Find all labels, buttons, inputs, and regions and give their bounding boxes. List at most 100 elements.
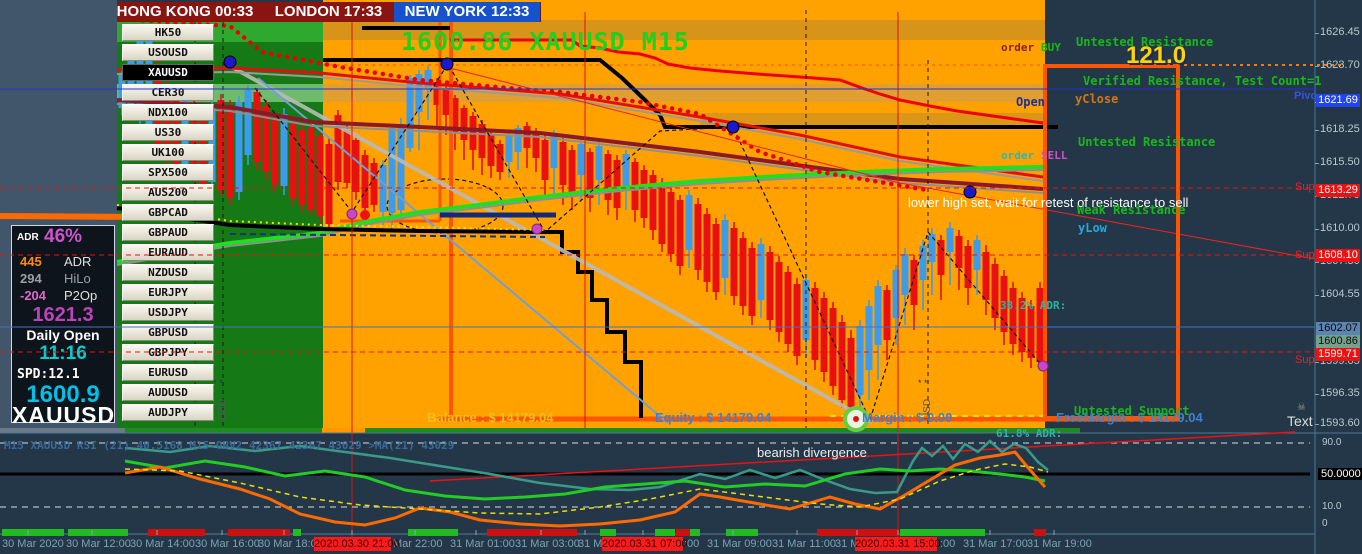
symbol-button-gbpusd[interactable]: GBPUSD	[122, 324, 214, 341]
price-tick-mark	[1315, 362, 1319, 363]
daily-open-label: Daily Open	[26, 327, 100, 343]
chart-label-sup: Sup	[1295, 249, 1315, 261]
current-price: 1600.9	[26, 381, 100, 408]
adr-percent: 46%	[44, 226, 83, 247]
time-label: 30 Mar 2020	[2, 538, 64, 550]
price-badge: 1613.29	[1316, 184, 1360, 197]
time-label: 30 Mar 14:00	[130, 538, 195, 550]
price-tick-mark	[1315, 295, 1319, 296]
symbol-button-uk100[interactable]: UK100	[122, 144, 214, 161]
chart-label-balance-14179-04: Balance : $ 14179.04	[427, 410, 554, 425]
clock-new-york: NEW YORK 12:33	[394, 2, 541, 22]
price-tick: 1596.35	[1320, 387, 1360, 399]
chart-label-pivo: Pivo	[1294, 90, 1318, 102]
symbol-button-aus200[interactable]: AUS200	[122, 184, 214, 201]
time-badge: 2020.03.30 21:00	[314, 537, 400, 551]
adr-level: 1621.3	[32, 304, 94, 326]
chart-label-bearish-divergence: bearish divergence	[757, 445, 867, 460]
daily-open-time: 11:16	[39, 343, 87, 364]
chart-label-121-0: 121.0	[1126, 42, 1187, 69]
panel-symbol: XAUUSD	[12, 402, 116, 428]
chart-label-usd: USD	[922, 398, 933, 420]
indicator-label: M15 XAUUSD RSI (21) 40.5168 M15-OBV2 423…	[4, 439, 455, 452]
adr-small-label: ADR	[17, 232, 39, 243]
adr-row-key: ADR	[64, 254, 92, 269]
chart-label-equity-14179-04: Equity : $ 14179.04	[655, 410, 772, 425]
chart-label-text: Text	[1287, 413, 1313, 429]
symbol-button-gbpaud[interactable]: GBPAUD	[122, 224, 214, 241]
symbol-button-ndx100[interactable]: NDX100	[122, 104, 214, 121]
price-badge: 1602.07	[1316, 322, 1360, 335]
price-tick: 1610.00	[1320, 222, 1360, 234]
chart-label-open: Open	[1016, 95, 1045, 109]
time-label: 31 Mar 09:00	[707, 538, 772, 550]
time-label: 31 Mar 17:00	[963, 538, 1028, 550]
indicator-level-label: 90.0	[1322, 437, 1342, 448]
time-label: :00	[940, 538, 956, 550]
price-tick: 1593.60	[1320, 417, 1360, 429]
time-label: 31 Mar 11:00	[772, 538, 837, 550]
time-label: 31 Mar 01:00	[450, 538, 515, 550]
chart-label-: ☠	[1297, 402, 1306, 413]
symbol-button-gbpcad[interactable]: GBPCAD	[122, 204, 214, 221]
symbol-button-audjpy[interactable]: AUDJPY	[122, 404, 214, 421]
symbol-button-xauusd[interactable]: XAUUSD	[122, 64, 214, 81]
time-badge: 2020.03.31 07:00	[602, 537, 688, 551]
chart-label-yclose: yClose	[1075, 92, 1119, 106]
chart-label-untested-resistance: Untested Resistance	[1078, 135, 1216, 149]
chart-label-ylow: yLow	[1078, 221, 1107, 235]
chart-label-sell: SELL	[1041, 149, 1068, 162]
indicator-level-label: 10.0	[1322, 501, 1342, 512]
chart-label-38-2-adr: 38.2% ADR:	[1000, 299, 1067, 312]
spread-value: SPD:12.1	[17, 367, 80, 382]
price-badge: 1599.71	[1316, 348, 1360, 361]
chart-label-61-8-adr: 61.8% ADR:	[996, 427, 1063, 440]
symbol-button-spx500[interactable]: SPX500	[122, 164, 214, 181]
chart-label-weak-resistance: Weak Resistance	[1077, 203, 1186, 217]
price-tick-mark	[1315, 163, 1319, 164]
price-tick-mark	[1315, 262, 1319, 263]
symbol-button-eurjpy[interactable]: EURJPY	[122, 284, 214, 301]
price-tick: 1618.25	[1320, 123, 1360, 135]
adr-panel: ADR 46% 445 ADR 294 HiLo -204 P2Op 1621.3 Dai…	[11, 225, 115, 428]
symbol-button-audusd[interactable]: AUDUSD	[122, 384, 214, 401]
symbol-button-hk50[interactable]: HK50	[122, 24, 214, 41]
price-badge: 1600.86	[1316, 335, 1360, 348]
chart-title: 1600.86 XAUUSD M15	[401, 27, 690, 56]
chart-label-verified-resistance-test-count-1: Verified Resistance, Test Count=1	[1083, 74, 1322, 88]
adr-row-key: HiLo	[64, 271, 91, 286]
chart-label-order: order	[1001, 41, 1035, 54]
indicator-50-level: 50.0000	[1318, 468, 1362, 480]
chart-label-usd: USD	[217, 398, 228, 420]
chart-label-order: order	[1001, 149, 1035, 162]
symbol-button-eurusd[interactable]: EURUSD	[122, 364, 214, 381]
time-label: 30 Mar 12:00	[66, 538, 131, 550]
indicator-level-label: 0	[1322, 518, 1328, 529]
time-label: 30 Mar 16:00	[195, 538, 260, 550]
price-tick-mark	[1315, 66, 1319, 67]
chart-label-buy: BUY	[1041, 41, 1061, 54]
symbol-button-usousd[interactable]: USOUSD	[122, 44, 214, 61]
time-label: 31 Mar 19:00	[1027, 538, 1092, 550]
symbol-button-cer30[interactable]: CER30	[122, 84, 214, 101]
price-tick: 1623.70	[1320, 59, 1360, 71]
chart-label-untested-support: Untested Support	[1074, 404, 1190, 418]
adr-row-key: P2Op	[64, 288, 98, 303]
price-tick: 1615.50	[1320, 156, 1360, 168]
adr-row-value: -204	[20, 288, 47, 303]
price-tick-mark	[1315, 130, 1319, 131]
price-badge: 1621.69	[1316, 94, 1360, 107]
price-tick-mark	[1315, 394, 1319, 395]
symbol-button-usdjpy[interactable]: USDJPY	[122, 304, 214, 321]
symbol-button-us30[interactable]: US30	[122, 124, 214, 141]
price-badge: 1608.10	[1316, 249, 1360, 262]
symbol-button-euraud[interactable]: EURAUD	[122, 244, 214, 261]
adr-row-value: 445	[20, 254, 42, 269]
price-tick: 1626.45	[1320, 26, 1360, 38]
time-label: Mar 22:00	[393, 538, 443, 550]
chart-label-sup: Sup	[1295, 181, 1315, 193]
symbol-button-nzdusd[interactable]: NZDUSD	[122, 264, 214, 281]
symbol-button-gbpjpy[interactable]: GBPJPY	[122, 344, 214, 361]
time-badge: 2020.03.31 15:00	[855, 537, 941, 551]
